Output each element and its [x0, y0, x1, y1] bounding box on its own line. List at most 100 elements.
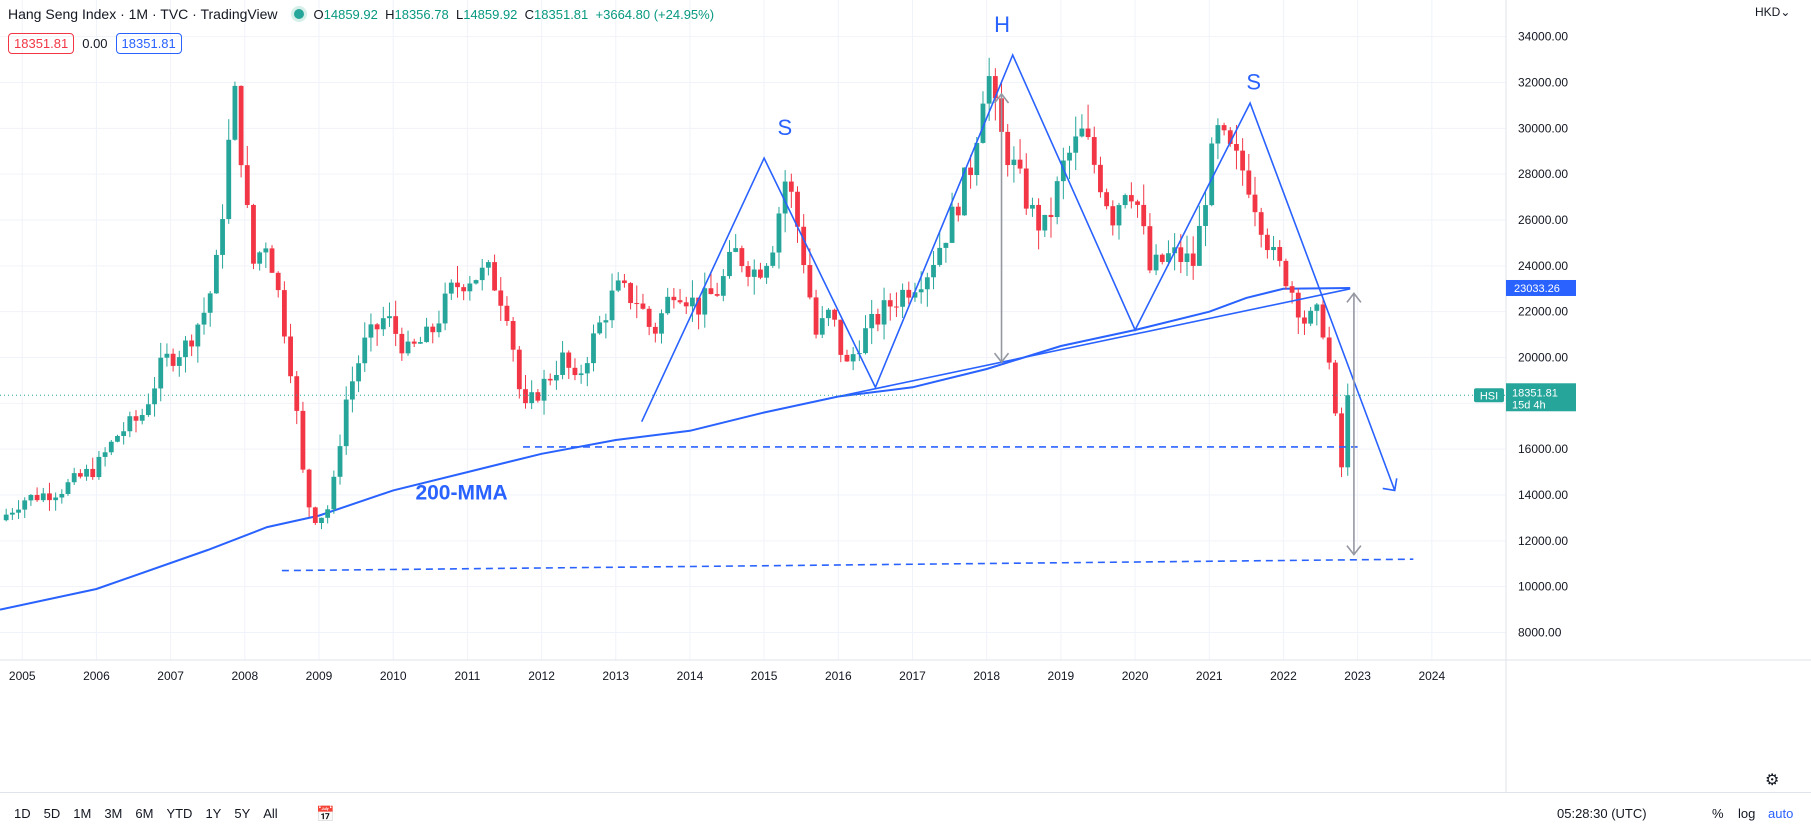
candle-body	[108, 441, 114, 453]
candle-body	[306, 469, 312, 508]
candle-body	[1326, 337, 1332, 363]
candle-body	[343, 399, 349, 447]
buy-price-button[interactable]: 18351.81	[115, 33, 182, 54]
bar-countdown: 15d 4h	[1512, 399, 1546, 411]
price-chart[interactable]: 8000.00 10000.00 12000.00 14000.00 16000.00 1…	[0, 0, 1811, 792]
candle-body	[1166, 253, 1171, 262]
settings-gear-icon[interactable]: ⚙	[1765, 772, 1780, 789]
candle-body	[529, 392, 535, 404]
candle-body	[739, 248, 745, 267]
candle-body	[1246, 170, 1252, 195]
candle-body	[492, 262, 497, 291]
candle-body	[442, 293, 448, 324]
candle-body	[275, 272, 281, 291]
neckline-trendline	[838, 288, 1351, 398]
candle-body	[1153, 254, 1159, 271]
range-5d[interactable]: 5D	[43, 806, 61, 821]
auto-scale-toggle[interactable]: auto	[1768, 806, 1794, 821]
candle-body	[90, 468, 96, 478]
candle-body	[591, 333, 596, 364]
candle-body	[1339, 413, 1344, 468]
candle-body	[578, 373, 584, 376]
candle-body	[1128, 195, 1134, 202]
candle-body	[838, 319, 844, 355]
range-6m[interactable]: 6M	[135, 806, 154, 821]
candle-body	[405, 341, 411, 354]
candle-body	[1178, 247, 1184, 262]
range-1y[interactable]: 1Y	[205, 806, 222, 821]
quote-buttons: 18351.81 0.00 18351.81	[8, 33, 182, 54]
candle-body	[1302, 317, 1307, 324]
candle-body	[622, 280, 627, 284]
annotation-left-shoulder: S	[777, 115, 792, 140]
range-1d[interactable]: 1D	[14, 806, 31, 821]
time-tick-label: 2007	[157, 669, 184, 683]
candle-body	[677, 300, 683, 303]
percent-scale-toggle[interactable]: %	[1712, 806, 1724, 821]
candle-body	[1054, 181, 1060, 218]
candle-body	[1017, 159, 1023, 169]
candle-body	[751, 269, 757, 277]
currency-button[interactable]: HKD⌄	[1755, 5, 1791, 19]
candle-body	[968, 167, 974, 176]
sell-price-button[interactable]: 18351.81	[8, 33, 75, 54]
candle-body	[238, 85, 244, 166]
candle-body	[164, 353, 170, 358]
candle-body	[745, 266, 751, 277]
candle-body	[40, 493, 46, 501]
candle-body	[269, 248, 275, 273]
go-to-date-icon[interactable]: 📅	[316, 806, 335, 823]
candle-body	[943, 242, 949, 248]
candle-body	[863, 328, 868, 354]
range-all[interactable]: All	[263, 806, 278, 821]
candle-body	[300, 410, 306, 470]
clock-readout[interactable]: 05:28:30 (UTC)	[1557, 806, 1647, 821]
time-tick-label: 2021	[1196, 669, 1223, 683]
price-tick-label: 14000.00	[1518, 488, 1568, 502]
candle-body	[479, 267, 485, 281]
candle-body	[368, 324, 374, 338]
candle-body	[1085, 128, 1091, 138]
ma-price-tag-value: 23033.26	[1514, 283, 1560, 295]
candle-body	[1184, 253, 1190, 262]
candle-body	[9, 512, 15, 515]
candle-body	[1159, 254, 1165, 262]
range-ytd[interactable]: YTD	[166, 806, 193, 821]
candle-body	[727, 251, 732, 277]
time-tick-label: 2018	[973, 669, 1000, 683]
candle-body	[1048, 214, 1054, 218]
range-5y[interactable]: 5Y	[234, 806, 251, 821]
candle-body	[813, 297, 819, 335]
range-3m[interactable]: 3M	[104, 806, 123, 821]
candle-body	[1227, 130, 1233, 144]
candle-body	[96, 456, 102, 478]
candle-body	[244, 165, 250, 205]
candle-body	[312, 507, 318, 524]
price-tick-label: 28000.00	[1518, 167, 1568, 181]
breakdown-arrowhead	[1382, 478, 1398, 492]
candle-body	[1036, 204, 1042, 231]
spread-value: 0.00	[82, 36, 108, 51]
candle-body	[16, 509, 21, 513]
candle-body	[776, 213, 782, 253]
candle-body	[714, 294, 720, 296]
chevron-down-icon: ⌄	[1780, 5, 1791, 19]
candle-body	[145, 404, 151, 416]
candle-body	[387, 316, 392, 319]
time-tick-label: 2019	[1048, 669, 1075, 683]
price-tick-label: 12000.00	[1518, 534, 1568, 548]
candle-body	[1098, 164, 1103, 193]
range-1m[interactable]: 1M	[73, 806, 92, 821]
candle-body	[665, 296, 671, 314]
candle-body	[325, 509, 331, 518]
candle-body	[949, 206, 955, 243]
log-scale-toggle[interactable]: log	[1738, 806, 1756, 821]
candle-body	[931, 264, 936, 278]
candle-body	[875, 313, 881, 325]
symbol-title[interactable]: Hang Seng Index · 1M · TVC · TradingView	[8, 6, 278, 22]
candle-body	[788, 181, 794, 192]
candle-body	[541, 378, 547, 401]
candle-body	[485, 262, 491, 268]
candle-body	[393, 316, 399, 334]
candle-body	[411, 341, 417, 344]
